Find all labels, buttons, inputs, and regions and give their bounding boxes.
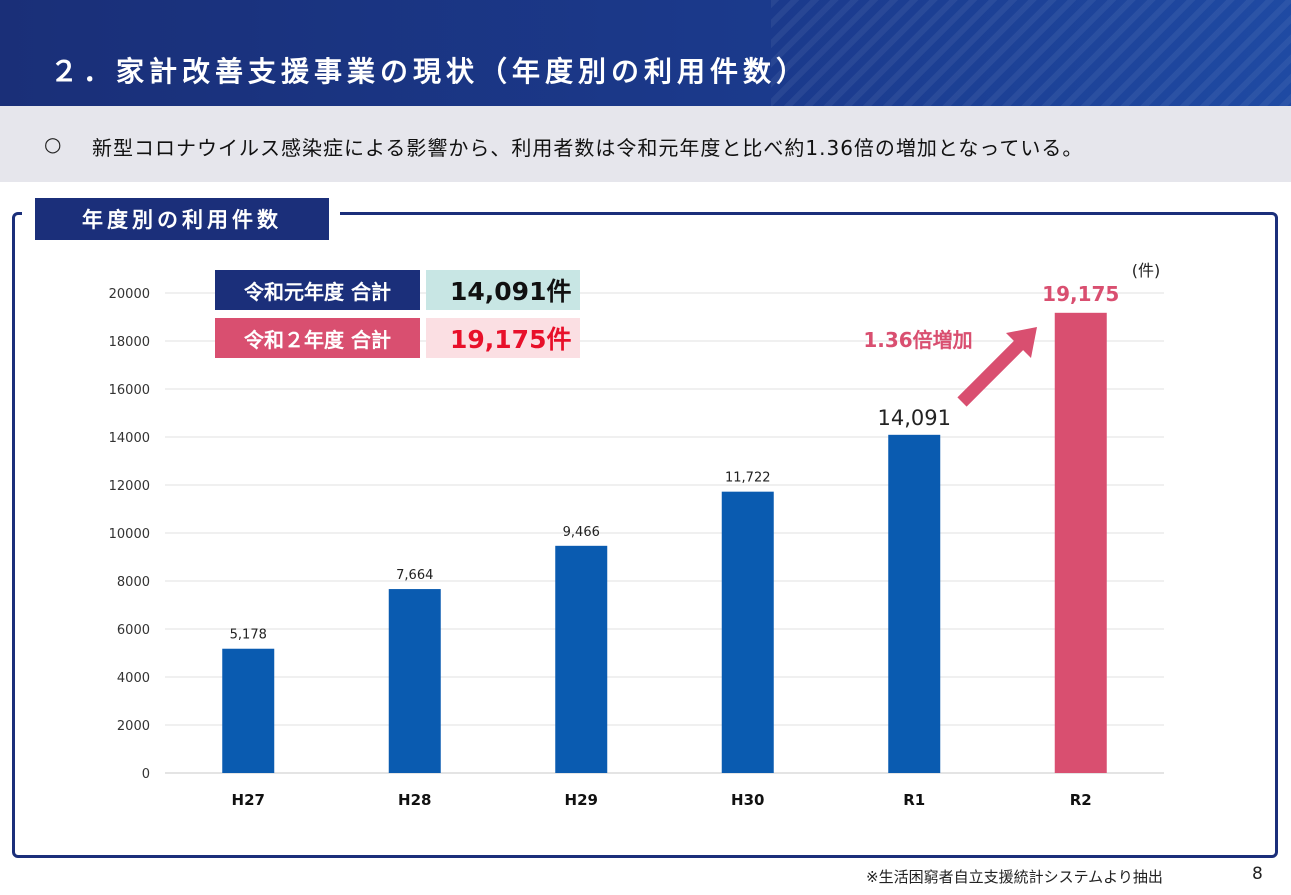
growth-arrow-head — [1006, 327, 1037, 358]
y-tick-label: 18000 — [109, 335, 150, 350]
growth-arrow-shaft — [957, 339, 1025, 407]
bar-h27 — [222, 648, 275, 773]
data-label-h30: 11,722 — [725, 471, 771, 486]
y-tick-label: 0 — [142, 767, 150, 782]
data-label-r1: 14,091 — [878, 406, 951, 430]
y-tick-label: 14000 — [109, 431, 150, 446]
data-labels: 5,178 7,664 9,466 11,722 14,091 19,175 — [230, 282, 1120, 643]
y-tick-label: 6000 — [117, 623, 150, 638]
total-r1-value: 14,091件 — [426, 270, 580, 310]
y-tick-label: 4000 — [117, 671, 150, 686]
total-r2-value: 19,175件 — [426, 318, 580, 358]
section-label: 年度別の利用件数 — [35, 198, 329, 240]
x-tick-label: H27 — [232, 791, 265, 809]
bar-r2 — [1054, 312, 1107, 773]
page-title: ２．家計改善支援事業の現状（年度別の利用件数） — [50, 55, 810, 88]
data-label-h28: 7,664 — [396, 568, 433, 583]
summary-text: 新型コロナウイルス感染症による影響から、利用者数は令和元年度と比べ約1.36倍の… — [92, 136, 1084, 160]
header-decoration — [771, 0, 1291, 106]
data-label-r2: 19,175 — [1042, 282, 1119, 306]
summary-bar: ○ 新型コロナウイルス感染症による影響から、利用者数は令和元年度と比べ約1.36… — [0, 106, 1291, 182]
x-tick-label: H28 — [398, 791, 431, 809]
gridlines — [165, 292, 1164, 774]
x-tick-label: H29 — [565, 791, 598, 809]
y-tick-label: 10000 — [109, 527, 150, 542]
growth-annotation: 1.36倍増加 — [863, 328, 972, 352]
y-tick-label: 2000 — [117, 719, 150, 734]
chart-frame — [12, 212, 1278, 858]
x-axis-ticks: H27 H28 H29 H30 R1 R2 — [232, 791, 1092, 809]
title-bar: ２．家計改善支援事業の現状（年度別の利用件数） — [0, 0, 1291, 106]
y-tick-label: 16000 — [109, 383, 150, 398]
unit-label: (件) — [1132, 261, 1161, 280]
data-label-h27: 5,178 — [230, 628, 267, 643]
bars — [222, 312, 1107, 773]
total-r1-label: 令和元年度 合計 — [215, 270, 420, 310]
x-tick-label: R2 — [1070, 791, 1092, 809]
y-axis-ticks: 0 2000 4000 6000 8000 10000 12000 14000 16000 180… — [109, 287, 150, 782]
x-tick-label: R1 — [903, 791, 925, 809]
page-number: 8 — [1252, 864, 1263, 884]
y-tick-label: 8000 — [117, 575, 150, 590]
source-note: ※生活困窮者自立支援統計システムより抽出 — [866, 868, 1163, 886]
bar-r1 — [888, 434, 941, 773]
bullet-mark: ○ — [44, 132, 62, 156]
growth-arrow — [957, 327, 1037, 407]
data-label-h29: 9,466 — [563, 525, 600, 540]
y-tick-label: 12000 — [109, 479, 150, 494]
total-r2-label: 令和２年度 合計 — [215, 318, 420, 358]
bar-h29 — [555, 545, 608, 773]
x-tick-label: H30 — [731, 791, 764, 809]
bar-h30 — [721, 491, 774, 773]
bar-h28 — [388, 589, 441, 773]
y-tick-label: 20000 — [109, 287, 150, 302]
